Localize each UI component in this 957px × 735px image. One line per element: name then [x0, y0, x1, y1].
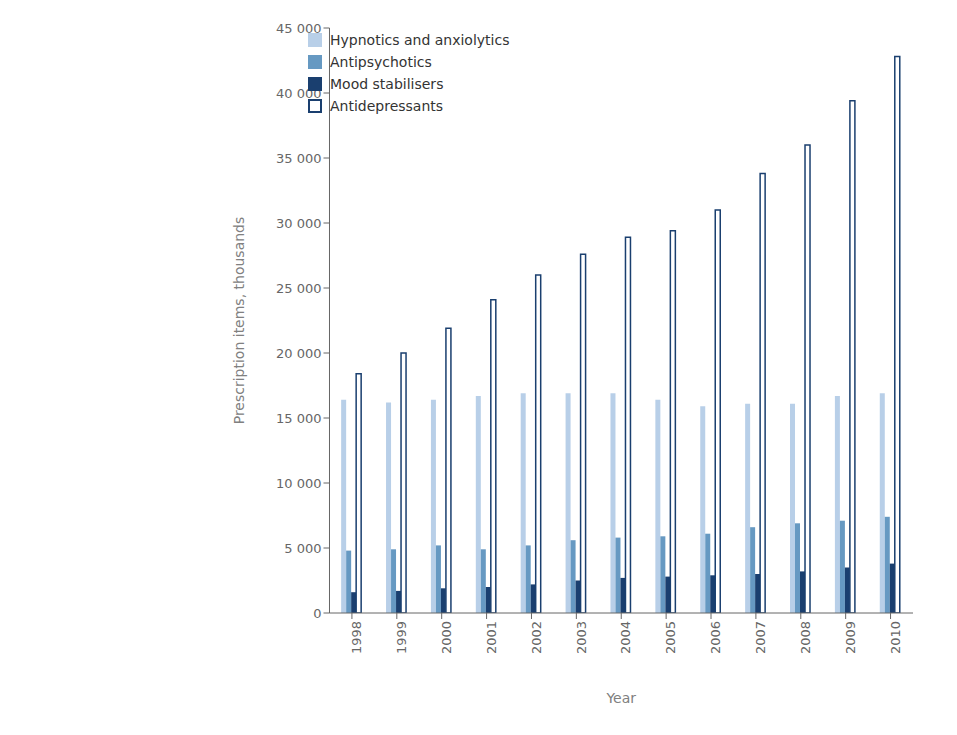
svg-text:30 000: 30 000 — [276, 216, 322, 231]
svg-text:40 000: 40 000 — [276, 86, 322, 101]
svg-text:Year: Year — [605, 690, 636, 706]
html-text:Antidepressants: Antidepressants — [330, 98, 444, 114]
html-text:Mood stabilisers: Mood stabilisers — [330, 76, 444, 92]
svg-text:35 000: 35 000 — [276, 151, 322, 166]
svg-text:1998: 1998 — [349, 621, 364, 654]
svg-text:2004: 2004 — [618, 621, 633, 654]
svg-text:15 000: 15 000 — [276, 411, 322, 426]
svg-text:20 000: 20 000 — [276, 346, 322, 361]
svg-text:45 000: 45 000 — [276, 21, 322, 36]
svg-text:2008: 2008 — [798, 621, 813, 654]
svg-text:5 000: 5 000 — [284, 541, 321, 556]
svg-text:10 000: 10 000 — [276, 476, 322, 491]
svg-text:2006: 2006 — [708, 621, 723, 654]
svg-text:2002: 2002 — [529, 621, 544, 654]
svg-text:0: 0 — [313, 606, 321, 621]
svg-text:2000: 2000 — [439, 621, 454, 654]
svg-text:25 000: 25 000 — [276, 281, 322, 296]
svg-text:2007: 2007 — [753, 621, 768, 654]
svg-text:2003: 2003 — [574, 621, 589, 654]
html-text:Hypnotics and anxiolytics: Hypnotics and anxiolytics — [330, 32, 510, 48]
svg-text:2001: 2001 — [484, 621, 499, 654]
svg-text:Prescription items, thousands: Prescription items, thousands — [231, 217, 247, 425]
svg-text:1999: 1999 — [394, 621, 409, 654]
svg-text:2009: 2009 — [843, 621, 858, 654]
svg-text:2005: 2005 — [663, 621, 678, 654]
svg-text:2010: 2010 — [888, 621, 903, 654]
html-text:Antipsychotics: Antipsychotics — [330, 54, 432, 70]
